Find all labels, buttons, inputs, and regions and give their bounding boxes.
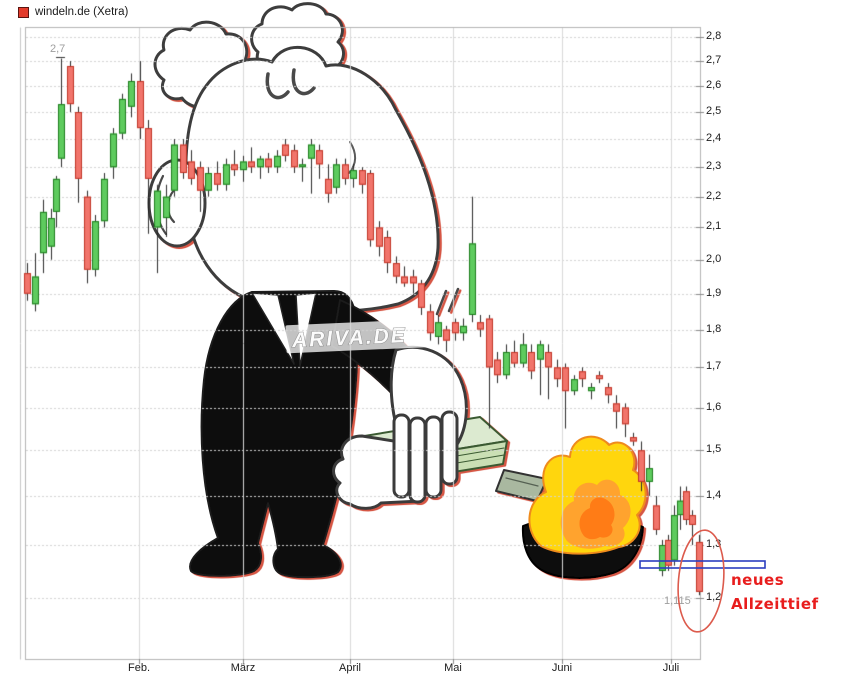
all-time-low-circle: [677, 529, 725, 633]
callout-line-2: Allzeittief: [731, 595, 819, 613]
y-axis-tick-label: 1,6: [706, 401, 722, 413]
y-axis-tick-label: 2,3: [706, 160, 722, 172]
callout-line-1: neues: [731, 571, 785, 589]
y-axis-tick-label: 1,5: [706, 443, 722, 455]
y-axis-tick-label: 1,4: [706, 489, 722, 501]
y-axis-tick-label: 2,8: [706, 30, 722, 42]
all-time-low-price-marker: 1,115: [664, 595, 691, 607]
support-level-box: [639, 560, 766, 569]
y-axis-tick-label: 2,2: [706, 190, 722, 202]
x-axis-month-label: März: [230, 662, 256, 674]
legend-series-color-icon: [18, 6, 29, 18]
y-axis-tick-label: 1,2: [706, 591, 722, 603]
y-axis-tick-label: 1,7: [706, 360, 722, 372]
x-axis-month-label: Juni: [551, 662, 573, 674]
y-axis-tick-label: 2,6: [706, 79, 722, 91]
x-axis-month-label: April: [338, 662, 361, 674]
y-axis-tick-label: 2,0: [706, 253, 722, 265]
y-axis-tick-label: 1,9: [706, 287, 722, 299]
x-axis-month-label: Mai: [444, 662, 462, 674]
high-price-marker: 2,7: [50, 43, 66, 55]
y-axis-tick-label: 1,8: [706, 323, 722, 335]
y-axis-tick-label: 2,5: [706, 105, 722, 117]
y-axis-tick-label: 2,7: [706, 54, 722, 66]
y-axis-tick-label: 2,4: [706, 132, 722, 144]
x-axis-month-label: Juli: [662, 662, 680, 674]
legend-series-label: windeln.de (Xetra): [35, 6, 129, 18]
y-axis-tick-label: 2,1: [706, 220, 722, 232]
x-axis-month-label: Feb.: [127, 662, 150, 674]
legend: windeln.de (Xetra): [18, 6, 128, 18]
